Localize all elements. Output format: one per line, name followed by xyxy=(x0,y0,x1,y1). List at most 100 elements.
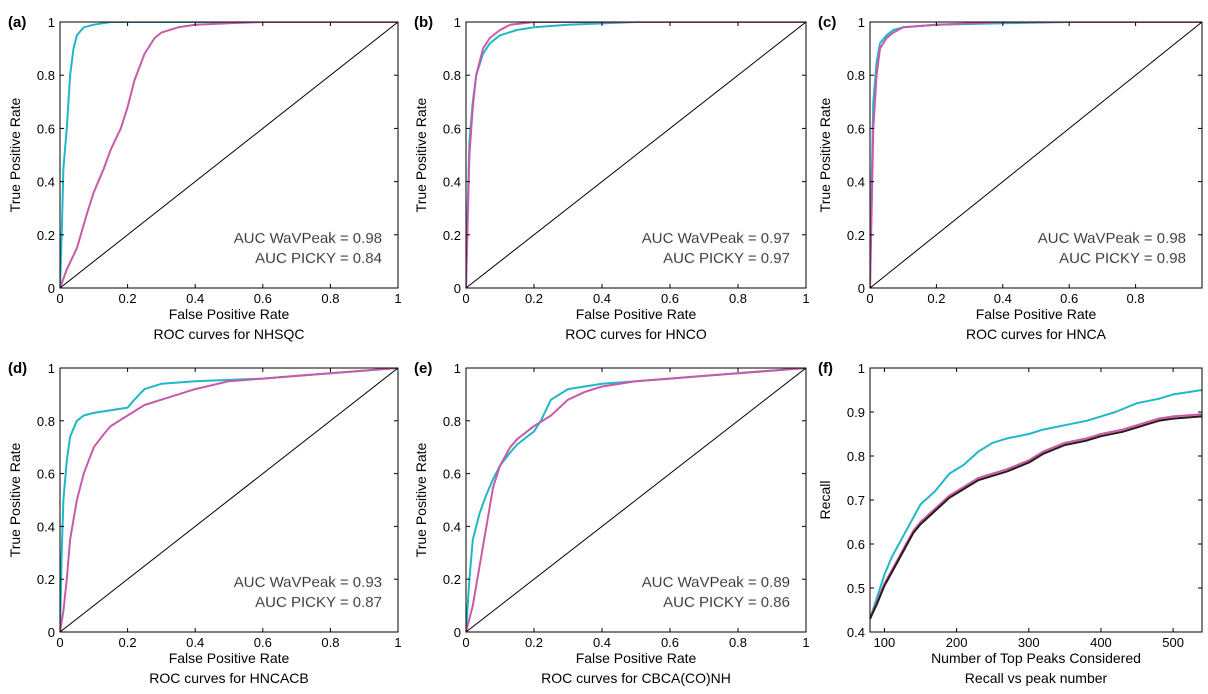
x-tick-label: 0.8 xyxy=(729,635,747,650)
panel-f: 100 200 300 400 500 0.4 0.5 0.6 0.7 0.8 0.9 1 Number… xyxy=(817,360,1203,686)
axes-frame xyxy=(465,367,807,633)
x-tick-label: 0.2 xyxy=(927,291,945,306)
y-axis-label: True Positive Rate xyxy=(7,97,23,212)
y-tick-label: 0.9 xyxy=(847,405,865,420)
y-tick-label: 0 xyxy=(858,281,865,296)
y-tick-label: 0.6 xyxy=(443,121,461,136)
y-axis-label: Recall xyxy=(817,481,833,520)
y-axis-label: True Positive Rate xyxy=(817,97,833,212)
y-tick-label: 0.4 xyxy=(37,519,55,534)
axes-frame xyxy=(869,367,1203,633)
auc-annotation: AUC PICKY = 0.87 xyxy=(255,594,382,611)
y-tick-label: 0.4 xyxy=(443,175,461,190)
y-tick-label: 0 xyxy=(454,281,461,296)
x-axis-label: False Positive Rate xyxy=(169,650,290,666)
series-line-diagonal xyxy=(870,22,1202,288)
panel-a: 0 0.2 0.4 0.6 0.8 1 0 0.2 0.4 0.6 0.8 1 False Positi… xyxy=(7,14,402,342)
auc-annotation: AUC PICKY = 0.84 xyxy=(255,250,382,267)
x-tick-label: 0.2 xyxy=(119,291,137,306)
y-tick-label: 0.6 xyxy=(37,467,55,482)
y-tick-label: 0 xyxy=(48,281,55,296)
series-group xyxy=(466,22,806,288)
series-group xyxy=(60,368,398,632)
x-tick-label: 1 xyxy=(802,635,809,650)
x-tick-label: 1 xyxy=(394,291,401,306)
y-tick-label: 1 xyxy=(454,361,461,376)
x-tick-label: 400 xyxy=(1090,635,1112,650)
auc-annotation: AUC WaVPeak = 0.93 xyxy=(234,574,382,591)
x-tick-label: 0.4 xyxy=(186,291,204,306)
x-tick-label: 0 xyxy=(462,635,469,650)
y-tick-label: 0.6 xyxy=(37,121,55,136)
x-tick-label: 0.4 xyxy=(593,291,611,306)
panel-e: 0 0.2 0.4 0.6 0.8 1 0 0.2 0.4 0.6 0.8 1 False Positi… xyxy=(413,360,810,686)
series-line-wavpeak xyxy=(60,22,398,288)
series-line-picky xyxy=(466,22,806,288)
y-tick-label: 0.6 xyxy=(847,537,865,552)
x-axis-label: Number of Top Peaks Considered xyxy=(931,650,1141,666)
y-tick-label: 0.5 xyxy=(847,581,865,596)
x-tick-label: 0.8 xyxy=(321,635,339,650)
y-axis-label: True Positive Rate xyxy=(413,442,429,557)
series-line-picky xyxy=(870,413,1202,620)
x-tick-label: 0.6 xyxy=(661,291,679,306)
x-tick-label: 500 xyxy=(1162,635,1184,650)
y-tick-label: 0.8 xyxy=(443,68,461,83)
axes-frame xyxy=(59,21,399,289)
x-tick-label: 0.6 xyxy=(254,635,272,650)
x-tick-label: 100 xyxy=(874,635,896,650)
series-line-wavpeak xyxy=(870,22,1202,288)
panel-label: (c) xyxy=(818,14,836,31)
panel-label: (a) xyxy=(8,14,26,31)
y-tick-label: 1 xyxy=(858,15,865,30)
y-tick-label: 0.8 xyxy=(37,68,55,83)
series-group xyxy=(60,22,398,288)
x-tick-label: 0 xyxy=(56,291,63,306)
x-tick-label: 0 xyxy=(56,635,63,650)
auc-annotation: AUC PICKY = 0.98 xyxy=(1059,250,1186,267)
panel-d: 0 0.2 0.4 0.6 0.8 1 0 0.2 0.4 0.6 0.8 1 False Positi… xyxy=(7,360,402,686)
x-axis-label: False Positive Rate xyxy=(169,306,290,322)
auc-annotation: AUC WaVPeak = 0.97 xyxy=(642,230,790,247)
x-tick-label: 0.4 xyxy=(593,635,611,650)
x-axis-label: False Positive Rate xyxy=(576,650,697,666)
y-tick-label: 0.8 xyxy=(847,449,865,464)
y-tick-label: 0.4 xyxy=(847,625,865,640)
y-tick-label: 1 xyxy=(858,361,865,376)
x-tick-label: 0.6 xyxy=(1060,291,1078,306)
chart-title: ROC curves for NHSQC xyxy=(154,326,305,342)
x-tick-label: 0.2 xyxy=(119,635,137,650)
y-tick-label: 1 xyxy=(48,361,55,376)
x-tick-label: 0.8 xyxy=(321,291,339,306)
panel-label: (f) xyxy=(818,360,833,377)
y-axis-label: True Positive Rate xyxy=(7,442,23,557)
x-tick-label: 200 xyxy=(946,635,968,650)
series-line-diagonal xyxy=(60,22,398,288)
x-tick-label: 0.4 xyxy=(994,291,1012,306)
series-line-picky xyxy=(870,22,1202,288)
x-tick-label: 0.6 xyxy=(254,291,272,306)
series-line-picky xyxy=(60,368,398,632)
panel-c: 0 0.2 0.4 0.6 0.8 0 0.2 0.4 0.6 0.8 1 False Positiv… xyxy=(817,14,1203,342)
y-tick-label: 1 xyxy=(48,15,55,30)
x-tick-label: 0 xyxy=(462,291,469,306)
panel-label: (d) xyxy=(8,360,27,377)
y-tick-label: 0.8 xyxy=(37,414,55,429)
panel-b: 0 0.2 0.4 0.6 0.8 1 0 0.2 0.4 0.6 0.8 1 False Positi… xyxy=(413,14,810,342)
y-tick-label: 0.7 xyxy=(847,493,865,508)
series-line-wavpeak xyxy=(870,389,1202,620)
x-tick-label: 0.2 xyxy=(525,635,543,650)
y-tick-label: 0.2 xyxy=(443,572,461,587)
series-group xyxy=(870,22,1202,288)
y-tick-label: 0.6 xyxy=(443,467,461,482)
chart-title: ROC curves for HNCO xyxy=(565,326,707,342)
y-tick-label: 0.6 xyxy=(847,121,865,136)
auc-annotation: AUC WaVPeak = 0.98 xyxy=(234,230,382,247)
y-tick-label: 0.8 xyxy=(443,414,461,429)
panel-label: (b) xyxy=(414,14,433,31)
x-tick-label: 0 xyxy=(866,291,873,306)
y-tick-label: 0.2 xyxy=(847,228,865,243)
series-line-diagonal xyxy=(60,368,398,632)
x-axis-label: False Positive Rate xyxy=(576,306,697,322)
series-group xyxy=(870,389,1202,620)
